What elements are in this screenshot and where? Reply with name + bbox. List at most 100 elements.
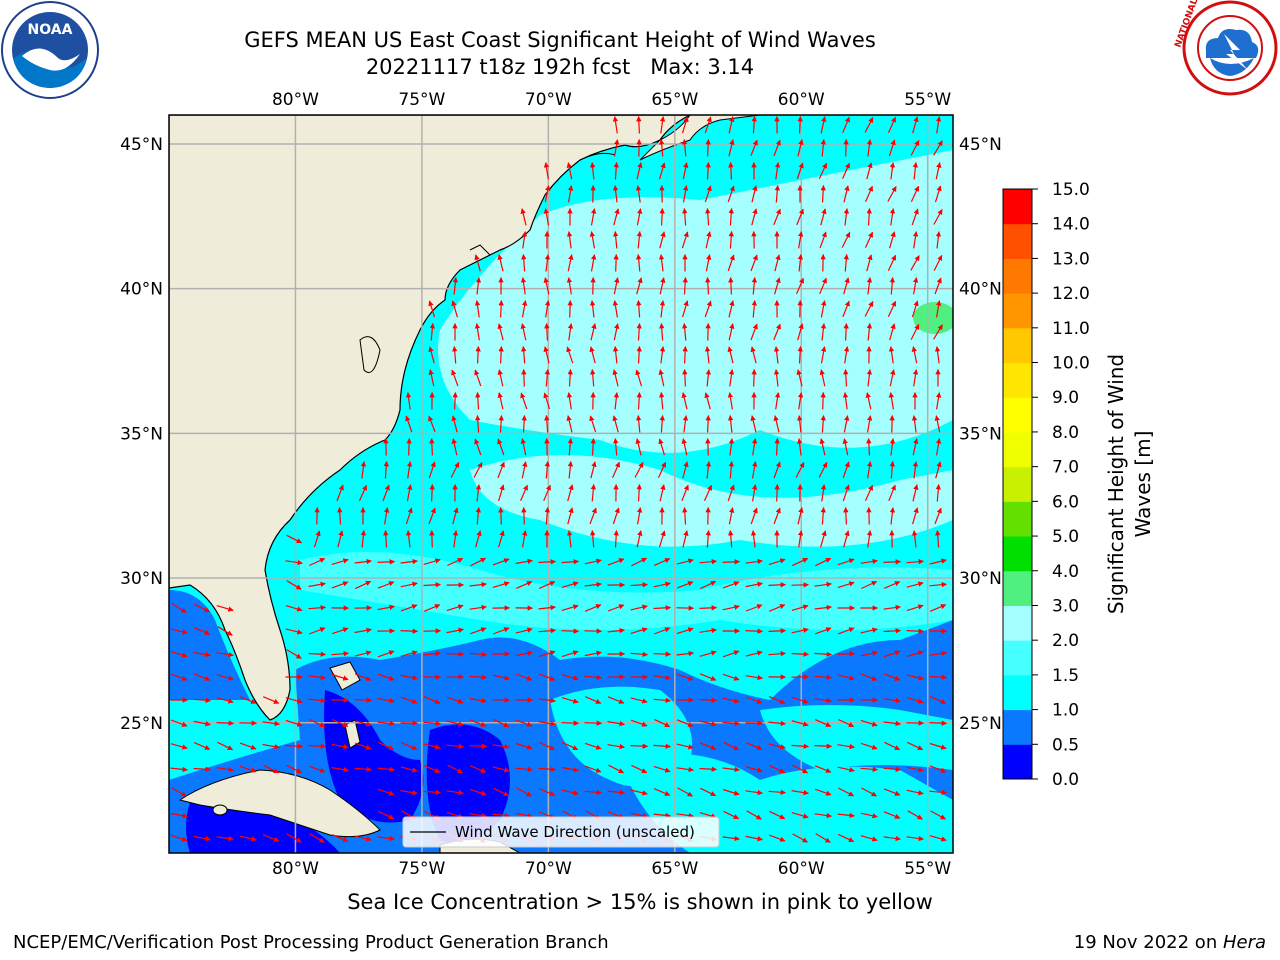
wave-direction-arrow <box>860 766 879 772</box>
colorbar-cell <box>1003 258 1032 294</box>
lat-tick-label-left: 25°N <box>120 714 163 734</box>
colorbar-cell <box>1003 431 1032 468</box>
wave-direction-arrow <box>911 346 918 364</box>
wave-direction-arrow <box>792 764 809 774</box>
wave-direction-arrow <box>814 674 833 680</box>
wave-direction-arrow <box>888 139 896 157</box>
wave-direction-arrow <box>727 346 734 364</box>
wave-direction-arrow <box>331 719 349 727</box>
wave-direction-arrow <box>819 231 827 249</box>
wave-direction-arrow <box>791 812 809 819</box>
wave-direction-arrow <box>423 743 441 750</box>
wave-direction-arrow <box>795 461 805 478</box>
wave-direction-arrow <box>613 437 619 456</box>
wave-direction-arrow <box>589 231 596 249</box>
wave-direction-arrow <box>562 741 579 751</box>
wave-direction-arrow <box>538 673 556 681</box>
wave-direction-arrow <box>842 484 850 502</box>
wave-direction-arrow <box>929 789 948 796</box>
wave-direction-arrow <box>910 185 920 202</box>
wave-direction-arrow <box>751 438 758 456</box>
wave-direction-arrow <box>838 833 855 843</box>
wave-direction-arrow <box>820 138 827 157</box>
bahamas-small-land <box>344 719 361 749</box>
wave-direction-arrow <box>561 559 580 565</box>
wave-direction-arrow <box>819 277 827 295</box>
wave-direction-arrow <box>377 720 396 727</box>
wave-direction-arrow <box>907 810 923 820</box>
colorbar-cell <box>1003 189 1032 225</box>
wave-direction-arrow <box>774 254 781 272</box>
wave-direction-arrow <box>590 208 597 226</box>
wave-direction-arrow <box>769 764 786 774</box>
wave-direction-arrow <box>728 529 734 548</box>
wave-direction-arrow <box>933 140 943 156</box>
wave-direction-arrow <box>820 506 826 525</box>
wave-direction-arrow <box>309 557 326 567</box>
colorbar-cells <box>1003 189 1032 780</box>
wave-direction-arrow <box>883 835 901 842</box>
wave-direction-arrow <box>864 301 874 317</box>
wave-direction-arrow <box>377 835 395 842</box>
wave-direction-arrow <box>567 368 573 387</box>
wave-direction-arrow <box>745 558 763 565</box>
wave-direction-arrow <box>906 628 925 634</box>
wave-direction-arrow <box>935 162 942 180</box>
wave-direction-arrow <box>521 368 527 387</box>
wave-direction-arrow <box>699 766 718 772</box>
wave-direction-arrow <box>423 604 441 612</box>
wave-direction-arrow <box>520 323 527 341</box>
wave-direction-arrow <box>400 766 418 773</box>
wave-direction-arrow <box>745 628 764 634</box>
wave-direction-arrow <box>699 720 717 727</box>
wave-direction-arrow <box>654 718 671 728</box>
wave-direction-arrow <box>590 368 596 387</box>
wave-direction-arrow <box>474 254 481 272</box>
wave-direction-arrow <box>497 323 504 341</box>
wave-direction-arrow <box>659 277 666 295</box>
wave-direction-arrow <box>791 743 810 749</box>
wave-direction-arrow <box>589 346 596 364</box>
wave-direction-arrow <box>630 582 649 588</box>
wave-direction-arrow <box>658 391 665 410</box>
wave-direction-arrow <box>861 787 877 797</box>
wave-direction-arrow <box>745 696 763 704</box>
wave-direction-arrow <box>911 208 919 226</box>
wave-direction-arrow <box>906 559 925 565</box>
wave-direction-arrow <box>584 789 603 796</box>
wave-direction-arrow <box>929 650 947 657</box>
wave-direction-arrow <box>933 324 943 340</box>
wave-direction-arrow <box>447 557 464 567</box>
wave-direction-arrow <box>584 604 602 612</box>
wave-direction-arrow <box>377 650 395 658</box>
wave-direction-arrow <box>360 529 367 548</box>
wave-direction-arrow <box>561 674 579 681</box>
wave-direction-arrow <box>474 323 481 341</box>
wave-direction-arrow <box>170 673 188 681</box>
wave-direction-arrow <box>703 484 713 501</box>
wave-direction-arrow <box>584 696 602 704</box>
wave-direction-arrow <box>841 231 851 248</box>
wave-direction-arrow <box>400 558 418 565</box>
wave-direction-arrow <box>704 392 711 410</box>
wave-direction-arrow <box>520 208 527 226</box>
wave-direction-arrow <box>630 812 648 819</box>
wave-direction-arrow <box>331 834 349 842</box>
wave-direction-arrow <box>636 299 642 318</box>
wave-direction-arrow <box>543 392 551 410</box>
wave-direction-arrow <box>336 484 344 502</box>
wave-direction-arrow <box>584 742 602 750</box>
wave-direction-arrow <box>768 604 786 612</box>
wave-direction-arrow <box>818 162 828 179</box>
lon-tick-label-top: 60°W <box>778 90 825 110</box>
colorbar-cell <box>1003 293 1032 329</box>
colorbar-cell <box>1003 605 1032 641</box>
wave-direction-arrow <box>473 462 483 478</box>
wave-direction-arrow <box>589 415 597 433</box>
wave-direction-arrow <box>428 300 436 318</box>
wave-direction-arrow <box>469 697 487 704</box>
wave-direction-arrow <box>866 254 873 272</box>
wave-direction-arrow <box>699 673 717 681</box>
wave-direction-arrow <box>681 438 688 456</box>
wave-direction-arrow <box>682 415 689 433</box>
